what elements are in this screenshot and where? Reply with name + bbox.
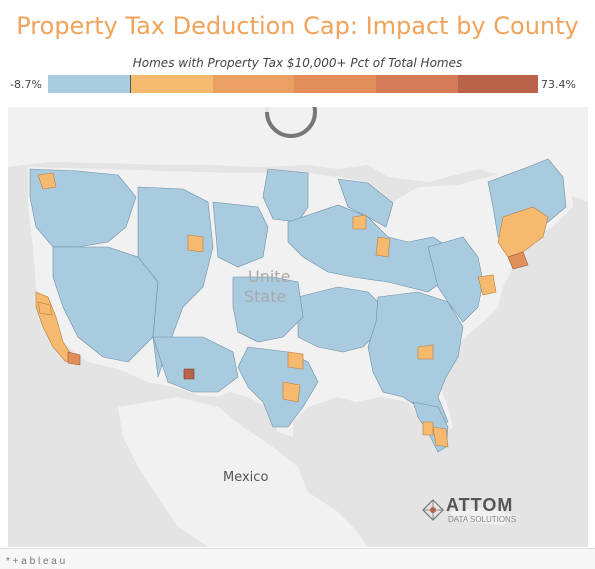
cluster-minneapolis — [352, 214, 367, 230]
legend-bin-5 — [376, 75, 459, 93]
region-rockies-east — [212, 201, 269, 268]
cluster-bay-area — [37, 301, 53, 316]
cluster-new-mexico-red — [183, 368, 195, 380]
county-group-mid — [35, 172, 549, 448]
region-mountain — [137, 186, 214, 378]
region-northwest — [29, 168, 137, 248]
legend-bin-6 — [458, 75, 538, 93]
caribbean-island — [448, 507, 518, 525]
legend-bin-4 — [294, 75, 377, 93]
county-group-highest — [183, 368, 195, 380]
canada-land — [8, 107, 588, 202]
region-appalachia — [427, 236, 484, 323]
chart-title: Property Tax Deduction Cap: Impact by Co… — [16, 12, 579, 40]
mexico-land — [118, 397, 368, 547]
cluster-denver — [187, 234, 204, 253]
cluster-florida-south — [432, 426, 449, 448]
cluster-dc — [477, 274, 497, 296]
label-us-line1: Unite — [248, 267, 291, 286]
cluster-la — [67, 351, 81, 366]
map-svg — [8, 107, 588, 547]
legend-bin-1 — [48, 75, 131, 93]
region-southwest — [152, 336, 239, 393]
label-us-line2: State — [244, 287, 287, 306]
legend-color-bar[interactable] — [48, 75, 538, 93]
spinner-icon — [265, 107, 317, 138]
label-mexico: Mexico — [223, 470, 269, 485]
county-group-low — [29, 158, 567, 453]
footer-bar — [0, 548, 595, 569]
region-great-basin — [52, 246, 159, 363]
cluster-chicago — [375, 236, 391, 258]
legend-bin-2 — [130, 75, 213, 93]
cluster-dallas — [287, 351, 304, 370]
attom-logo: ATTOM DATA SOLUTIONS — [422, 495, 532, 525]
cluster-tampa — [422, 421, 434, 436]
cluster-houston — [282, 381, 301, 403]
county-map[interactable]: Unite State Mexico ATTOM DATA SOLUTIONS — [8, 107, 588, 547]
cluster-new-york — [507, 251, 529, 270]
cluster-atlanta — [417, 344, 434, 360]
region-great-lakes — [337, 178, 394, 228]
cluster-seattle — [37, 172, 57, 190]
legend-max-label: 73.4% — [541, 78, 576, 91]
attom-logo-text: ATTOM — [446, 495, 514, 515]
legend-bin-3 — [212, 75, 295, 93]
attom-logo-sub: DATA SOLUTIONS — [448, 515, 517, 524]
region-plains-central — [232, 276, 304, 343]
legend-min-label: -8.7% — [10, 78, 42, 91]
county-group-high — [67, 251, 529, 366]
cluster-northeast — [497, 206, 549, 258]
tableau-mark[interactable]: * + a b l e a u — [6, 556, 66, 567]
chart-subtitle: Homes with Property Tax $10,000+ Pct of … — [132, 56, 463, 70]
attom-mark-icon — [422, 499, 444, 521]
